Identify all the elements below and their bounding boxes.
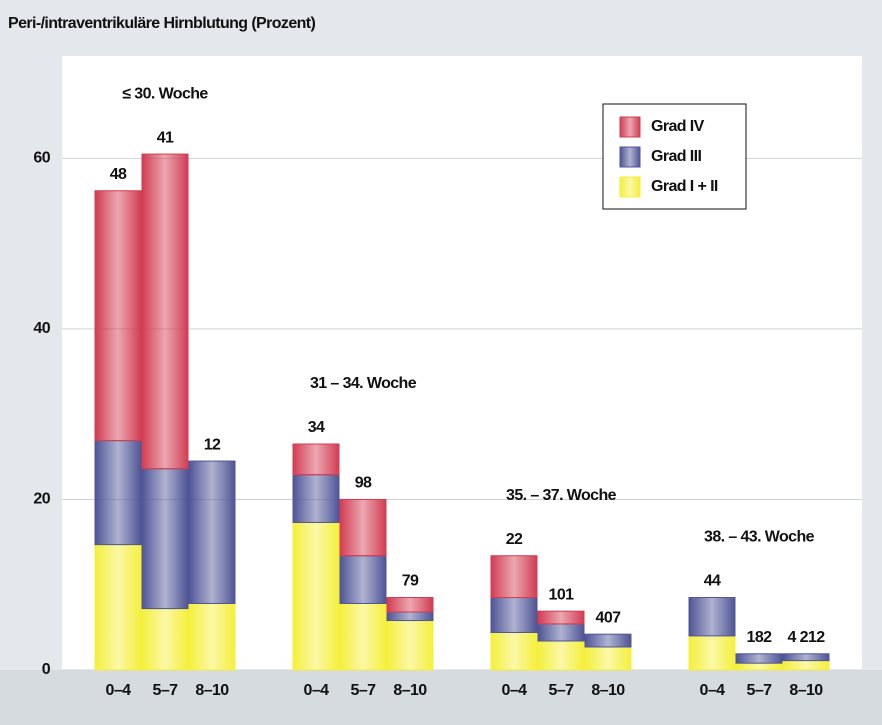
bar-label: 12 [204, 436, 221, 453]
bar-segment [94, 440, 142, 546]
bar-segment [782, 660, 830, 671]
group-label: 35. – 37. Woche [506, 487, 617, 504]
x-tick-label: 5–7 [549, 682, 575, 699]
bar-segment [339, 555, 387, 604]
x-tick-label: 0–4 [700, 682, 726, 699]
bar-segment [688, 635, 736, 671]
x-axis-band [0, 670, 882, 725]
bar-segment [94, 190, 142, 442]
bar-label: 4 212 [787, 629, 825, 646]
legend-label: Grad III [651, 148, 701, 165]
bar-segment [292, 474, 340, 523]
y-tick-label: 20 [33, 491, 50, 508]
group-label: 31 – 34. Woche [310, 375, 417, 392]
x-tick-label: 0–4 [502, 682, 528, 699]
bar-segment [339, 602, 387, 671]
x-tick-label: 5–7 [153, 682, 179, 699]
bar-segment [141, 468, 189, 610]
bar-segment [490, 597, 538, 633]
bar-label: 101 [549, 586, 575, 603]
bar-label: 41 [157, 129, 174, 146]
bar-segment [537, 640, 585, 671]
bar-segment [141, 608, 189, 671]
bar-segment [688, 597, 736, 637]
bar-segment [94, 544, 142, 671]
bar-segment [292, 521, 340, 671]
x-tick-label: 8–10 [195, 682, 229, 699]
x-tick-label: 8–10 [591, 682, 625, 699]
legend-label: Grad I + II [651, 178, 718, 195]
bar-segment [386, 597, 434, 613]
x-tick-label: 5–7 [747, 682, 773, 699]
bar-segment [537, 610, 585, 625]
bar-label: 182 [747, 629, 773, 646]
x-tick-label: 8–10 [393, 682, 427, 699]
bar-label: 98 [355, 475, 372, 492]
bar-segment [386, 611, 434, 622]
bar-segment [584, 633, 632, 648]
legend-swatch [619, 176, 641, 198]
legend-label: Grad IV [651, 118, 705, 135]
x-tick-label: 8–10 [789, 682, 823, 699]
bar-segment [339, 498, 387, 557]
y-tick-label: 40 [33, 320, 50, 337]
bar-segment [188, 602, 236, 671]
x-tick-label: 0–4 [106, 682, 132, 699]
bar-label: 407 [596, 609, 622, 626]
bar-label: 44 [704, 573, 721, 590]
bar-segment [735, 653, 783, 664]
bar-segment [188, 460, 236, 604]
bar-label: 48 [110, 166, 127, 183]
legend-swatch [619, 146, 641, 168]
bar-segment [584, 646, 632, 671]
group-label: ≤ 30. Woche [122, 85, 208, 102]
bar-segment [386, 620, 434, 671]
bar-segment [490, 631, 538, 671]
bar-label: 22 [506, 531, 523, 548]
x-tick-label: 5–7 [351, 682, 377, 699]
bar-segment [292, 443, 340, 476]
chart-title: Peri-/intraventrikuläre Hirnblutung (Pro… [8, 15, 316, 32]
bar-segment [490, 555, 538, 599]
group-label: 38. – 43. Woche [704, 529, 815, 546]
bar-segment [782, 653, 830, 662]
x-tick-label: 0–4 [304, 682, 330, 699]
bar-label: 79 [402, 573, 419, 590]
bar-label: 34 [308, 419, 325, 436]
bar-segment [735, 662, 783, 671]
y-tick-label: 60 [33, 150, 50, 167]
bar-segment [141, 153, 189, 470]
y-tick-label: 0 [42, 661, 51, 678]
bar-segment [537, 623, 585, 642]
legend-swatch [619, 116, 641, 138]
